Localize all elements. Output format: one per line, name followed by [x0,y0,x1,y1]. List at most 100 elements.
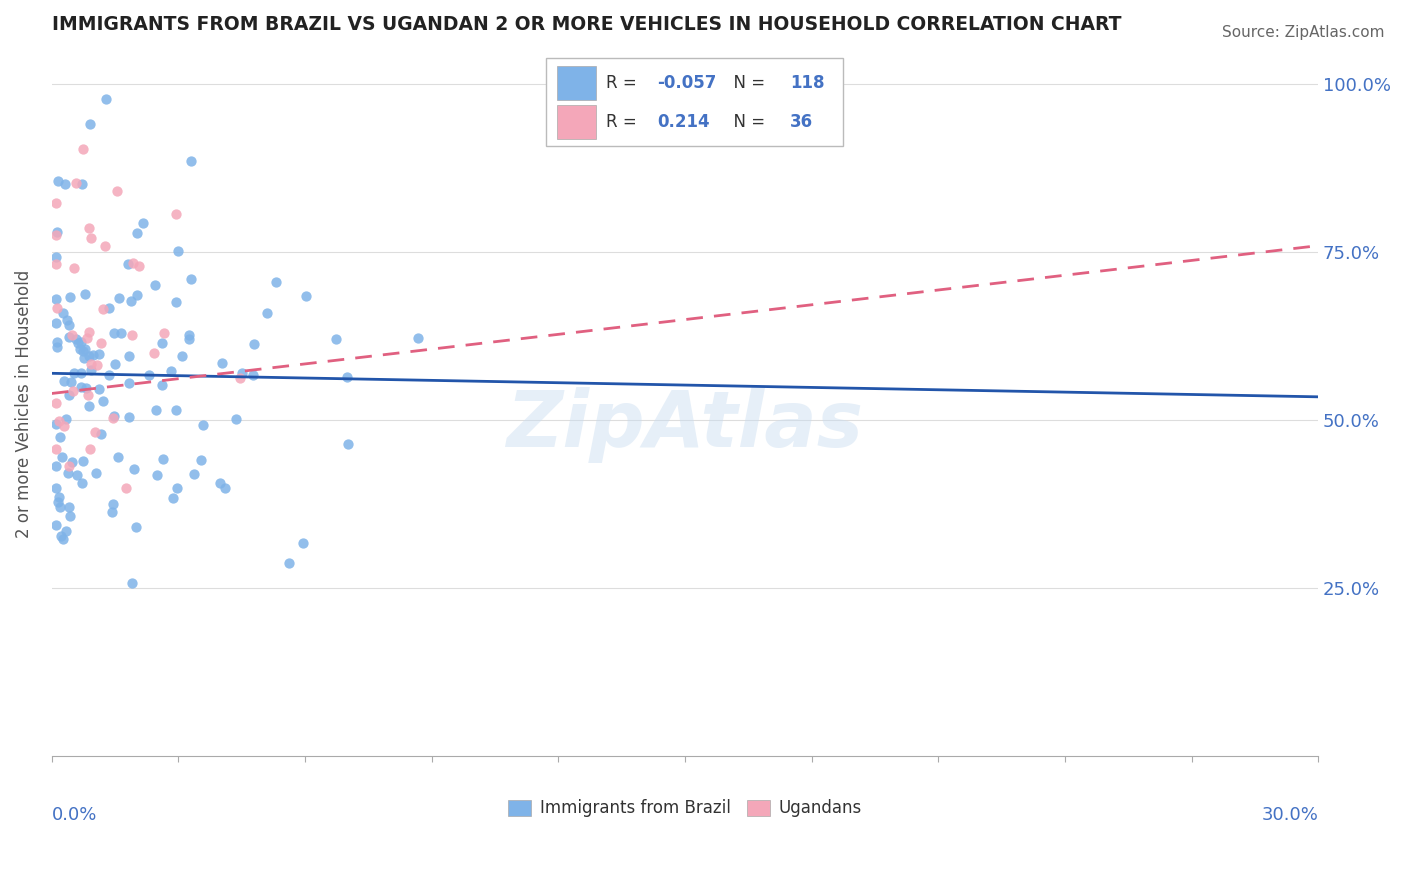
Point [45,293,67,307]
Point [336,437,359,451]
Point [229,371,252,385]
Point [46,335,69,350]
Point [77,325,100,339]
Point [231,366,253,380]
Point [59,376,82,390]
Point [45,196,67,211]
Point [79,442,101,456]
Point [60,327,83,342]
Point [152,452,174,467]
Point [48,413,70,427]
Point [49,430,72,444]
Point [80,363,103,377]
Point [242,368,264,382]
Point [225,412,247,426]
Point [63,260,86,275]
Point [170,349,193,363]
Point [75,381,97,395]
Point [243,337,266,351]
Point [179,327,201,342]
Point [77,349,100,363]
Point [77,399,100,413]
Point [53,178,76,192]
Point [73,342,96,356]
Point [177,332,200,346]
Point [94,92,117,106]
Point [58,459,80,474]
Point [132,216,155,230]
Point [180,271,202,285]
Point [48,490,70,504]
Point [45,250,67,264]
Text: 30.0%: 30.0% [1261,805,1319,823]
Point [122,461,145,475]
Point [73,287,96,301]
Point [80,231,103,245]
Point [45,257,67,271]
Point [82,347,104,361]
Point [48,500,70,514]
Point [166,482,188,496]
Point [118,376,141,390]
FancyBboxPatch shape [546,58,844,146]
Point [52,533,75,547]
Point [58,500,80,514]
Point [94,239,117,253]
Point [65,176,87,190]
Text: R =: R = [606,73,643,92]
Point [110,326,132,340]
Point [138,368,160,382]
Point [180,153,202,168]
Point [79,117,101,131]
Point [60,455,83,469]
Point [76,331,98,345]
Point [90,336,112,351]
Point [98,301,121,315]
Point [69,380,91,394]
Point [56,466,79,480]
Point [77,388,100,402]
Point [165,206,187,220]
Point [72,344,94,359]
Point [53,374,76,388]
Point [125,520,148,534]
Point [45,396,67,410]
Legend: Immigrants from Brazil, Ugandans: Immigrants from Brazil, Ugandans [499,791,870,825]
Point [121,328,143,343]
Point [53,419,76,434]
Point [66,467,89,482]
Point [55,412,77,426]
Text: -0.057: -0.057 [657,73,717,92]
Point [162,491,184,505]
Point [45,442,67,456]
Point [98,368,121,382]
Point [46,225,69,239]
Text: ZipAtlas: ZipAtlas [506,387,863,463]
Point [120,294,142,309]
Point [406,331,429,345]
Point [87,382,110,396]
Point [45,227,67,242]
Point [165,294,187,309]
Point [107,291,129,305]
Point [291,535,314,549]
Point [121,576,143,591]
Point [264,275,287,289]
Point [72,475,94,490]
Point [166,244,188,259]
Point [46,494,69,508]
Text: 36: 36 [790,113,813,131]
Text: 0.0%: 0.0% [52,805,97,823]
Point [45,458,67,473]
Point [143,278,166,293]
Point [69,342,91,356]
Point [183,467,205,481]
Point [45,481,67,495]
Point [91,302,114,317]
Point [51,528,73,542]
Text: IMMIGRANTS FROM BRAZIL VS UGANDAN 2 OR MORE VEHICLES IN HOUSEHOLD CORRELATION CH: IMMIGRANTS FROM BRAZIL VS UGANDAN 2 OR M… [52,15,1121,34]
Point [55,313,77,327]
Point [277,556,299,570]
Point [46,174,69,188]
Point [190,452,212,467]
